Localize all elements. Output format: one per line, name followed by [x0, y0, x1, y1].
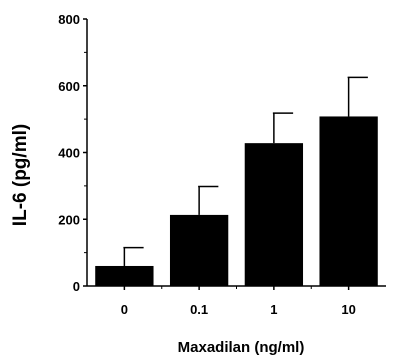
- y-axis-label: IL-6 (pg/ml): [10, 124, 31, 226]
- y-tick-label: 400: [58, 146, 80, 161]
- bar: [319, 116, 378, 286]
- x-axis-label: Maxadilan (ng/ml): [178, 339, 305, 356]
- x-tick-label: 0.1: [190, 302, 208, 317]
- y-tick-label: 0: [73, 279, 80, 294]
- x-tick-label: 1: [270, 302, 277, 317]
- bars: [95, 116, 378, 286]
- x-tick-label: 0: [121, 302, 128, 317]
- error-bars: [123, 76, 368, 266]
- y-tick-label: 800: [58, 12, 80, 27]
- y-tick-label: 200: [58, 212, 80, 227]
- tick-labels: 0 200 400 600 800 0 0.1 1 10: [58, 12, 356, 317]
- bar: [244, 143, 304, 286]
- x-tick-label: 10: [341, 302, 355, 317]
- bar: [169, 214, 229, 286]
- bar: [95, 265, 154, 286]
- y-tick-label: 600: [58, 79, 80, 94]
